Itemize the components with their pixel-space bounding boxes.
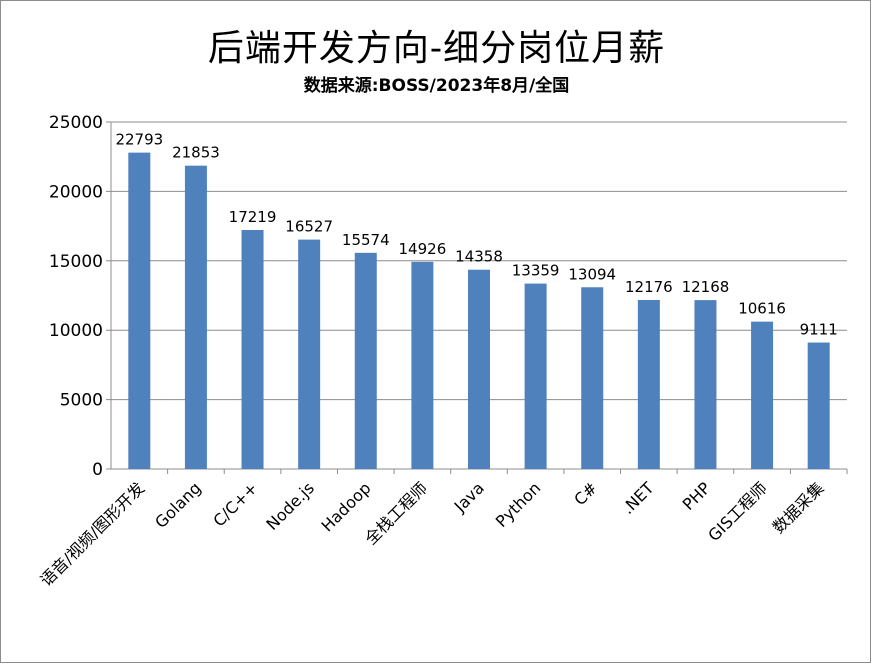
category-label: GIS工程师 (704, 478, 771, 545)
y-tick-label: 15000 (49, 252, 103, 272)
data-label: 14358 (455, 248, 503, 266)
y-tick-label: 0 (92, 460, 103, 480)
data-label: 16527 (285, 218, 333, 236)
category-label: 语音/视频/图形开发 (37, 478, 149, 590)
category-label: 数据采集 (769, 478, 828, 537)
category-label: Python (492, 478, 545, 531)
data-label: 13094 (568, 265, 616, 283)
category-label: Java (450, 478, 488, 516)
chart-subtitle: 数据来源:BOSS/2023年8月/全国 (303, 76, 570, 96)
bar (807, 342, 830, 469)
bar (751, 321, 774, 469)
bar (354, 252, 377, 469)
bar (184, 165, 207, 469)
data-label: 15574 (342, 231, 390, 249)
category-label: 全栈工程师 (361, 478, 431, 548)
data-label: 12176 (625, 278, 673, 296)
bar (468, 269, 490, 469)
bar (581, 287, 604, 469)
category-label: Node.js (262, 478, 318, 534)
y-tick-label: 25000 (49, 113, 103, 133)
bar (241, 230, 264, 469)
y-tick-label: 10000 (49, 321, 103, 341)
bar (128, 152, 151, 469)
data-label: 9111 (800, 321, 838, 339)
data-label: 12168 (682, 278, 730, 296)
data-label: 10616 (738, 300, 786, 318)
category-label: Golang (151, 478, 205, 532)
category-label: .NET (618, 478, 658, 518)
category-label: C/C++ (209, 478, 261, 530)
chart-title: 后端开发方向-细分岗位月薪 (207, 28, 666, 69)
y-tick-label: 5000 (60, 391, 103, 411)
category-label: Hadoop (318, 478, 375, 535)
category-label: PHP (679, 478, 715, 514)
data-label: 14926 (399, 240, 447, 258)
bar (637, 299, 660, 469)
category-label: C# (570, 478, 601, 509)
data-label: 21853 (172, 144, 220, 162)
bar (298, 239, 321, 469)
data-label: 22793 (115, 131, 163, 149)
bar (411, 261, 434, 469)
bar (524, 283, 547, 469)
data-label: 13359 (512, 262, 560, 280)
bar (694, 300, 717, 469)
y-tick-label: 20000 (49, 182, 103, 202)
data-label: 17219 (229, 208, 277, 226)
